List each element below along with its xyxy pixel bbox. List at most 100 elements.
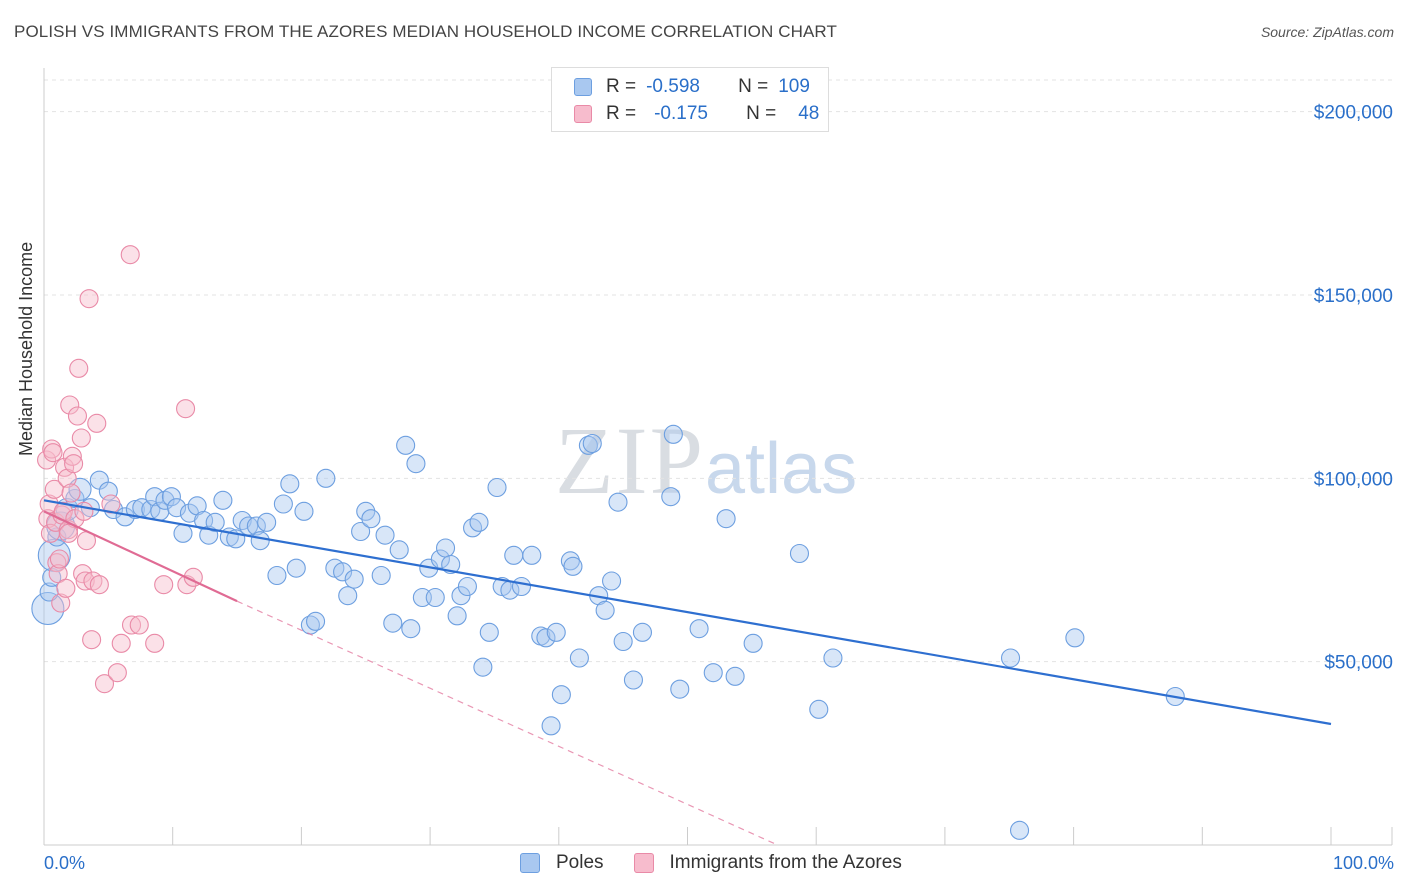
y-tick-label: $100,000	[1314, 469, 1393, 490]
poles-point	[551, 685, 571, 705]
poles-point	[344, 569, 364, 589]
azores-point	[120, 245, 140, 265]
legend-swatch-poles	[574, 78, 592, 96]
poles-point	[155, 490, 175, 510]
azores-point	[71, 428, 91, 448]
azores-point	[154, 575, 174, 595]
azores-point	[89, 575, 109, 595]
poles-point	[306, 611, 326, 631]
azores-point	[69, 358, 89, 378]
poles-point	[447, 606, 467, 626]
poles-point	[273, 494, 293, 514]
poles-point	[613, 631, 633, 652]
poles-point	[602, 571, 622, 591]
poles-point	[563, 556, 583, 576]
azores-point	[67, 406, 88, 426]
poles-point	[167, 498, 187, 518]
poles-point	[632, 622, 653, 642]
poles-point	[125, 499, 145, 520]
poles-point	[661, 487, 681, 507]
legend-r-label: R =	[606, 76, 637, 97]
azores-point	[107, 663, 127, 683]
azores-point	[49, 549, 69, 569]
poles-point	[351, 521, 371, 542]
y-tick-label: $150,000	[1314, 286, 1393, 307]
poles-trend-line	[43, 499, 1332, 726]
azores-point	[94, 674, 115, 694]
x-tick-min: 0.0%	[44, 853, 86, 873]
azores-point	[51, 593, 71, 613]
azores-trend-line	[43, 510, 238, 603]
legend-item-poles: Poles	[520, 852, 604, 874]
correlation-legend: R = -0.598 N = 109 R = -0.175 N = 48	[551, 67, 829, 132]
poles-point	[716, 509, 736, 529]
poles-point	[213, 490, 233, 510]
poles-point	[375, 525, 395, 545]
poles-point	[441, 554, 461, 575]
poles-point	[582, 433, 602, 454]
legend-r-value: -0.598	[646, 76, 700, 97]
azores-point	[176, 399, 196, 419]
poles-point	[361, 509, 381, 529]
azores-point	[56, 578, 76, 598]
poles-point	[663, 424, 683, 444]
poles-point	[173, 523, 193, 543]
poles-point	[608, 492, 628, 512]
poles-point	[250, 531, 270, 551]
legend-row-poles: R = -0.598 N = 109	[574, 74, 810, 100]
poles-point	[161, 487, 181, 507]
poles-point	[546, 622, 566, 642]
legend-n-value: 109	[778, 76, 810, 97]
legend-n-label: N =	[738, 76, 769, 97]
poles-point	[541, 716, 561, 736]
poles-point	[743, 633, 763, 653]
poles-point	[42, 567, 62, 587]
poles-point	[316, 468, 336, 488]
poles-point	[435, 538, 456, 558]
poles-point	[47, 527, 67, 547]
azores-point	[43, 443, 63, 463]
azores-point	[37, 450, 57, 470]
azores-point	[74, 501, 94, 521]
poles-point	[286, 558, 306, 578]
azores-point	[145, 633, 165, 653]
poles-point	[31, 591, 65, 626]
azores-point	[79, 289, 99, 309]
watermark: ZIPatlas	[555, 405, 857, 516]
poles-point	[333, 562, 353, 582]
poles-point	[511, 576, 532, 597]
poles-point	[479, 622, 499, 642]
azores-point	[64, 454, 84, 474]
legend-label-poles: Poles	[556, 852, 604, 873]
legend-n-label: N =	[746, 103, 777, 124]
azores-point	[83, 571, 103, 591]
poles-point	[1000, 648, 1021, 668]
legend-item-azores: Immigrants from the Azores	[633, 852, 902, 874]
poles-point	[473, 657, 493, 677]
poles-point	[205, 512, 225, 532]
legend-swatch-poles	[520, 853, 540, 873]
azores-point	[58, 523, 79, 543]
legend-row-azores: R = -0.175 N = 48	[574, 101, 819, 127]
chart-title: POLISH VS IMMIGRANTS FROM THE AZORES MED…	[14, 22, 837, 41]
legend-label-azores: Immigrants from the Azores	[669, 852, 902, 873]
poles-point	[383, 613, 403, 633]
watermark-zip: ZIP	[555, 407, 705, 514]
poles-point	[294, 501, 314, 521]
poles-point	[1009, 820, 1030, 840]
legend-swatch-azores	[574, 105, 592, 123]
azores-point	[60, 395, 80, 415]
poles-point	[670, 679, 690, 699]
poles-point	[689, 619, 709, 639]
poles-point	[267, 565, 287, 586]
poles-point	[457, 576, 477, 597]
poles-point	[823, 648, 843, 668]
poles-point	[145, 487, 165, 507]
poles-point	[789, 543, 810, 564]
poles-point	[338, 586, 358, 606]
poles-point	[569, 648, 589, 668]
poles-point	[623, 670, 643, 690]
azores-point	[48, 564, 68, 584]
poles-point	[469, 512, 489, 532]
poles-point	[1065, 628, 1085, 648]
